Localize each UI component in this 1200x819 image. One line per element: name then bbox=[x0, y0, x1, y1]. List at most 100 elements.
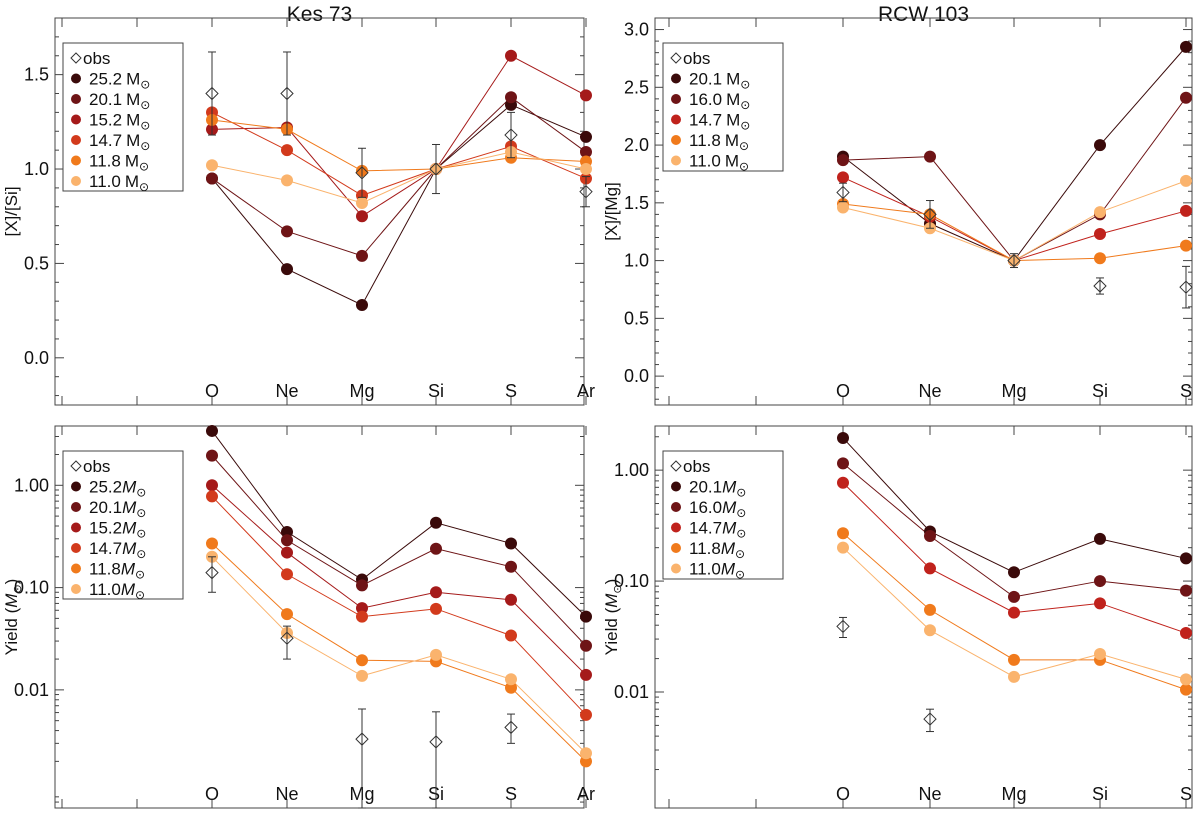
data-point-14.7-o bbox=[837, 476, 849, 489]
legend-box bbox=[662, 42, 784, 172]
data-point-15.2-ne bbox=[281, 546, 293, 559]
x-tick-label-ne: Ne bbox=[275, 784, 298, 804]
y-tick-label: 0.5 bbox=[24, 253, 49, 273]
series-line-16.0 bbox=[842, 97, 1187, 262]
data-point-20.1-s bbox=[505, 91, 517, 104]
legend-obs-symbol bbox=[70, 460, 82, 472]
obs-point-si bbox=[1093, 279, 1107, 293]
x-tick-label-s: S bbox=[505, 381, 517, 401]
plot-frame bbox=[54, 17, 585, 406]
data-point-11.0-ar bbox=[580, 163, 592, 176]
y-tick-label: 0.10 bbox=[614, 571, 649, 591]
x-tick-label-s: S bbox=[505, 784, 517, 804]
obs-point-s bbox=[1179, 280, 1193, 294]
series-line-20.1 bbox=[211, 96, 587, 257]
x-tick-label-si: Si bbox=[428, 381, 444, 401]
y-tick-label: 2.5 bbox=[624, 77, 649, 97]
y-tick-label: 3.0 bbox=[624, 20, 649, 40]
data-point-16.0-ne bbox=[924, 150, 936, 163]
data-point-20.1-s bbox=[505, 560, 517, 573]
series-line-20.1 bbox=[211, 455, 587, 647]
data-point-25.2-o bbox=[206, 424, 218, 437]
data-point-14.7-ne bbox=[281, 568, 293, 581]
data-point-20.1-si bbox=[430, 542, 442, 555]
data-point-11.8-ne bbox=[281, 608, 293, 621]
x-tick-label-ne: Ne bbox=[918, 381, 941, 401]
data-point-14.7-ne bbox=[281, 144, 293, 157]
obs-point-s bbox=[504, 128, 518, 142]
legend-marker-16.0 bbox=[671, 94, 681, 104]
y-tick-label: 1.00 bbox=[14, 475, 49, 495]
data-point-11.0-s bbox=[1180, 174, 1192, 187]
data-point-15.2-mg bbox=[356, 602, 368, 615]
legend: obs 25.2M⊙20.1M⊙15.2M⊙14.7M⊙11.8M⊙11.0M⊙ bbox=[62, 450, 184, 602]
obs-point-si bbox=[429, 735, 443, 749]
data-point-20.1-ne bbox=[281, 225, 293, 238]
data-point-15.2-mg bbox=[356, 210, 368, 223]
data-point-14.7-ar bbox=[580, 708, 592, 721]
data-point-16.0-s bbox=[1180, 91, 1192, 104]
y-tick-label: 2.0 bbox=[624, 135, 649, 155]
y-tick-label: 1.5 bbox=[624, 193, 649, 213]
legend-marker-20.1 bbox=[71, 94, 81, 104]
legend-marker-11.0 bbox=[671, 563, 681, 574]
obs-point-ne bbox=[280, 631, 294, 645]
data-point-20.1-o bbox=[837, 431, 849, 444]
panel-kes73-abundance-ratio: Kes 73 0.0 0.5 1.0 1.5 [X]/[Si] O Ne Mg Si S Ar obs 2… bbox=[2, 3, 595, 406]
y-tick-label: 0.10 bbox=[14, 578, 49, 598]
x-tick-label-ne: Ne bbox=[275, 381, 298, 401]
data-point-14.7-ne bbox=[924, 562, 936, 575]
data-point-20.1-o bbox=[206, 449, 218, 462]
data-point-11.0-ne bbox=[924, 624, 936, 637]
legend-marker-20.1 bbox=[71, 502, 81, 512]
data-point-11.0-si bbox=[430, 648, 442, 661]
data-point-11.8-o bbox=[206, 537, 218, 550]
data-point-11.8-s bbox=[1180, 239, 1192, 252]
obs-point-mg bbox=[355, 166, 369, 180]
data-point-20.1-ne bbox=[281, 534, 293, 547]
legend-marker-11.0 bbox=[71, 584, 81, 594]
data-point-15.2-si bbox=[430, 586, 442, 599]
x-tick-label-o: O bbox=[205, 784, 219, 804]
data-point-20.1-si bbox=[1094, 532, 1106, 545]
data-point-20.1-mg bbox=[356, 249, 368, 262]
legend-marker-11.0 bbox=[671, 155, 681, 166]
data-point-11.0-mg bbox=[356, 669, 368, 682]
series-line-25.2 bbox=[211, 430, 587, 617]
data-point-25.2-si bbox=[430, 516, 442, 529]
data-point-20.1-ar bbox=[580, 639, 592, 652]
data-point-25.2-ar bbox=[580, 130, 592, 143]
legend-marker-11.8 bbox=[71, 563, 81, 574]
legend-marker-20.1 bbox=[671, 73, 681, 84]
data-point-14.7-o bbox=[837, 171, 849, 184]
legend-marker-25.2 bbox=[71, 73, 81, 84]
legend-obs-label: obs bbox=[83, 49, 110, 68]
data-point-25.2-mg bbox=[356, 298, 368, 311]
legend-marker-11.8 bbox=[671, 135, 681, 145]
y-tick-label: 0.0 bbox=[24, 348, 49, 368]
legend-label-11.0: 11.0M⊙ bbox=[89, 580, 145, 602]
data-point-15.2-ar bbox=[580, 668, 592, 681]
legend-label-14.7: 14.7M⊙ bbox=[89, 539, 146, 561]
legend-obs-label: obs bbox=[683, 49, 710, 68]
y-tick-label: 1.0 bbox=[624, 251, 649, 271]
legend-label-14.7: 14.7M⊙ bbox=[689, 519, 746, 541]
legend-obs-label: obs bbox=[683, 457, 710, 476]
data-point-11.0-o bbox=[837, 541, 849, 554]
legend-obs-symbol bbox=[670, 52, 682, 64]
obs-point-o bbox=[836, 185, 850, 200]
data-point-11.0-s bbox=[505, 673, 517, 686]
x-tick-label-si: Si bbox=[1092, 784, 1108, 804]
data-point-20.1-mg bbox=[1008, 566, 1020, 579]
data-point-11.0-o bbox=[837, 201, 849, 214]
data-point-11.0-mg bbox=[1008, 670, 1020, 683]
data-point-14.7-o bbox=[206, 490, 218, 503]
y-tick-label: 0.5 bbox=[624, 308, 649, 328]
